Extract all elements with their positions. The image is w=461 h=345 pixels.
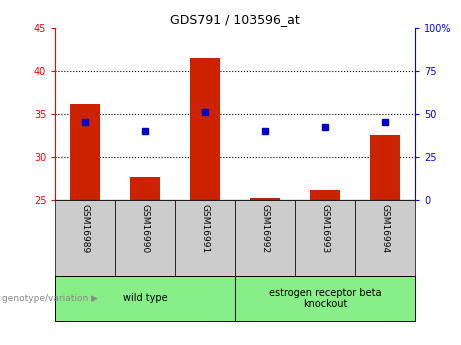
Bar: [250, 198, 280, 200]
Bar: [175, 200, 235, 276]
Bar: [355, 200, 415, 276]
Text: GSM16991: GSM16991: [201, 204, 210, 253]
Title: GDS791 / 103596_at: GDS791 / 103596_at: [170, 13, 300, 27]
Bar: [295, 200, 355, 276]
Bar: [70, 104, 100, 200]
Text: estrogen receptor beta
knockout: estrogen receptor beta knockout: [269, 288, 381, 309]
Bar: [370, 136, 400, 200]
Text: wild type: wild type: [123, 294, 167, 303]
Bar: [55, 276, 235, 321]
Bar: [235, 276, 415, 321]
Text: GSM16994: GSM16994: [380, 204, 390, 253]
Bar: [130, 177, 160, 200]
Text: GSM16990: GSM16990: [141, 204, 150, 253]
Text: GSM16992: GSM16992: [260, 204, 270, 253]
Text: GSM16993: GSM16993: [320, 204, 330, 253]
Bar: [55, 200, 115, 276]
Bar: [310, 190, 340, 200]
Text: GSM16989: GSM16989: [81, 204, 90, 253]
Text: genotype/variation ▶: genotype/variation ▶: [2, 294, 98, 303]
Bar: [190, 58, 220, 200]
Bar: [235, 200, 295, 276]
Bar: [115, 200, 175, 276]
